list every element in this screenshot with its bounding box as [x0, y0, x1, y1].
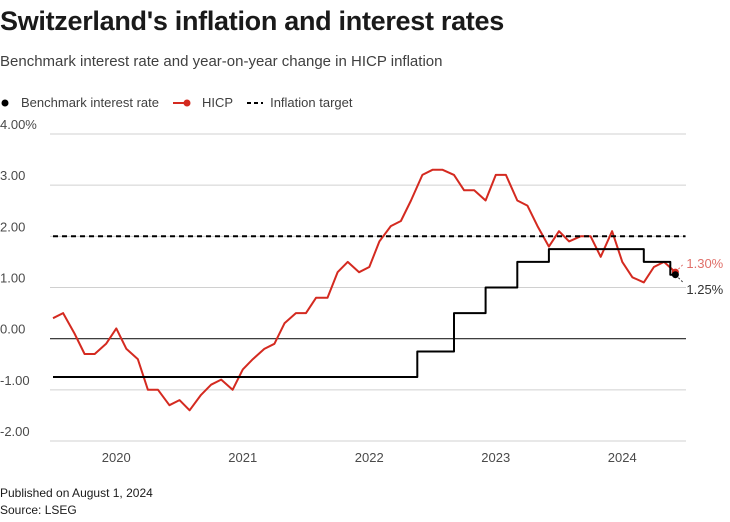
y-tick-label: 2.00	[0, 219, 25, 234]
benchmark-end-label: 1.25%	[686, 282, 723, 297]
benchmark-line-marker-icon	[1, 99, 9, 106]
y-tick-label: 0.00	[0, 322, 25, 337]
dashed-line-icon	[247, 101, 264, 104]
y-tick-label: 4.00%	[0, 117, 37, 132]
published-date: Published on August 1, 2024	[0, 486, 153, 500]
benchmark-annotation-leader	[678, 277, 684, 284]
y-tick-label: 1.00	[0, 271, 25, 286]
benchmark-interest-rate-line	[53, 248, 676, 378]
legend-item-benchmark: Benchmark interest rate	[0, 95, 159, 110]
legend-label-hicp: HICP	[202, 95, 234, 110]
x-tick-label: 2022	[355, 450, 384, 465]
y-tick-label: 3.00	[0, 168, 25, 183]
benchmark-end-point	[671, 271, 679, 279]
legend-label-target: Inflation target	[270, 95, 353, 110]
y-tick-label: -2.00	[0, 424, 30, 439]
legend: Benchmark interest rate HICP Inflation t…	[0, 95, 366, 110]
hicp-end-label: 1.30%	[686, 256, 723, 271]
legend-item-target: Inflation target	[247, 95, 352, 110]
x-tick-label: 2023	[481, 450, 510, 465]
hicp-line-marker-icon	[173, 99, 191, 106]
chart-title: Switzerland's inflation and interest rat…	[0, 6, 504, 36]
y-tick-label: -1.00	[0, 373, 30, 388]
legend-label-benchmark: Benchmark interest rate	[21, 95, 160, 110]
legend-item-hicp: HICP	[173, 95, 233, 110]
x-tick-label: 2021	[228, 450, 257, 465]
source-note: Source: LSEG	[0, 503, 77, 517]
x-tick-label: 2024	[608, 450, 637, 465]
chart-subtitle: Benchmark interest rate and year-on-year…	[0, 53, 443, 70]
hicp-line	[52, 168, 677, 412]
x-tick-label: 2020	[102, 450, 131, 465]
hicp-annotation-leader	[678, 263, 684, 270]
